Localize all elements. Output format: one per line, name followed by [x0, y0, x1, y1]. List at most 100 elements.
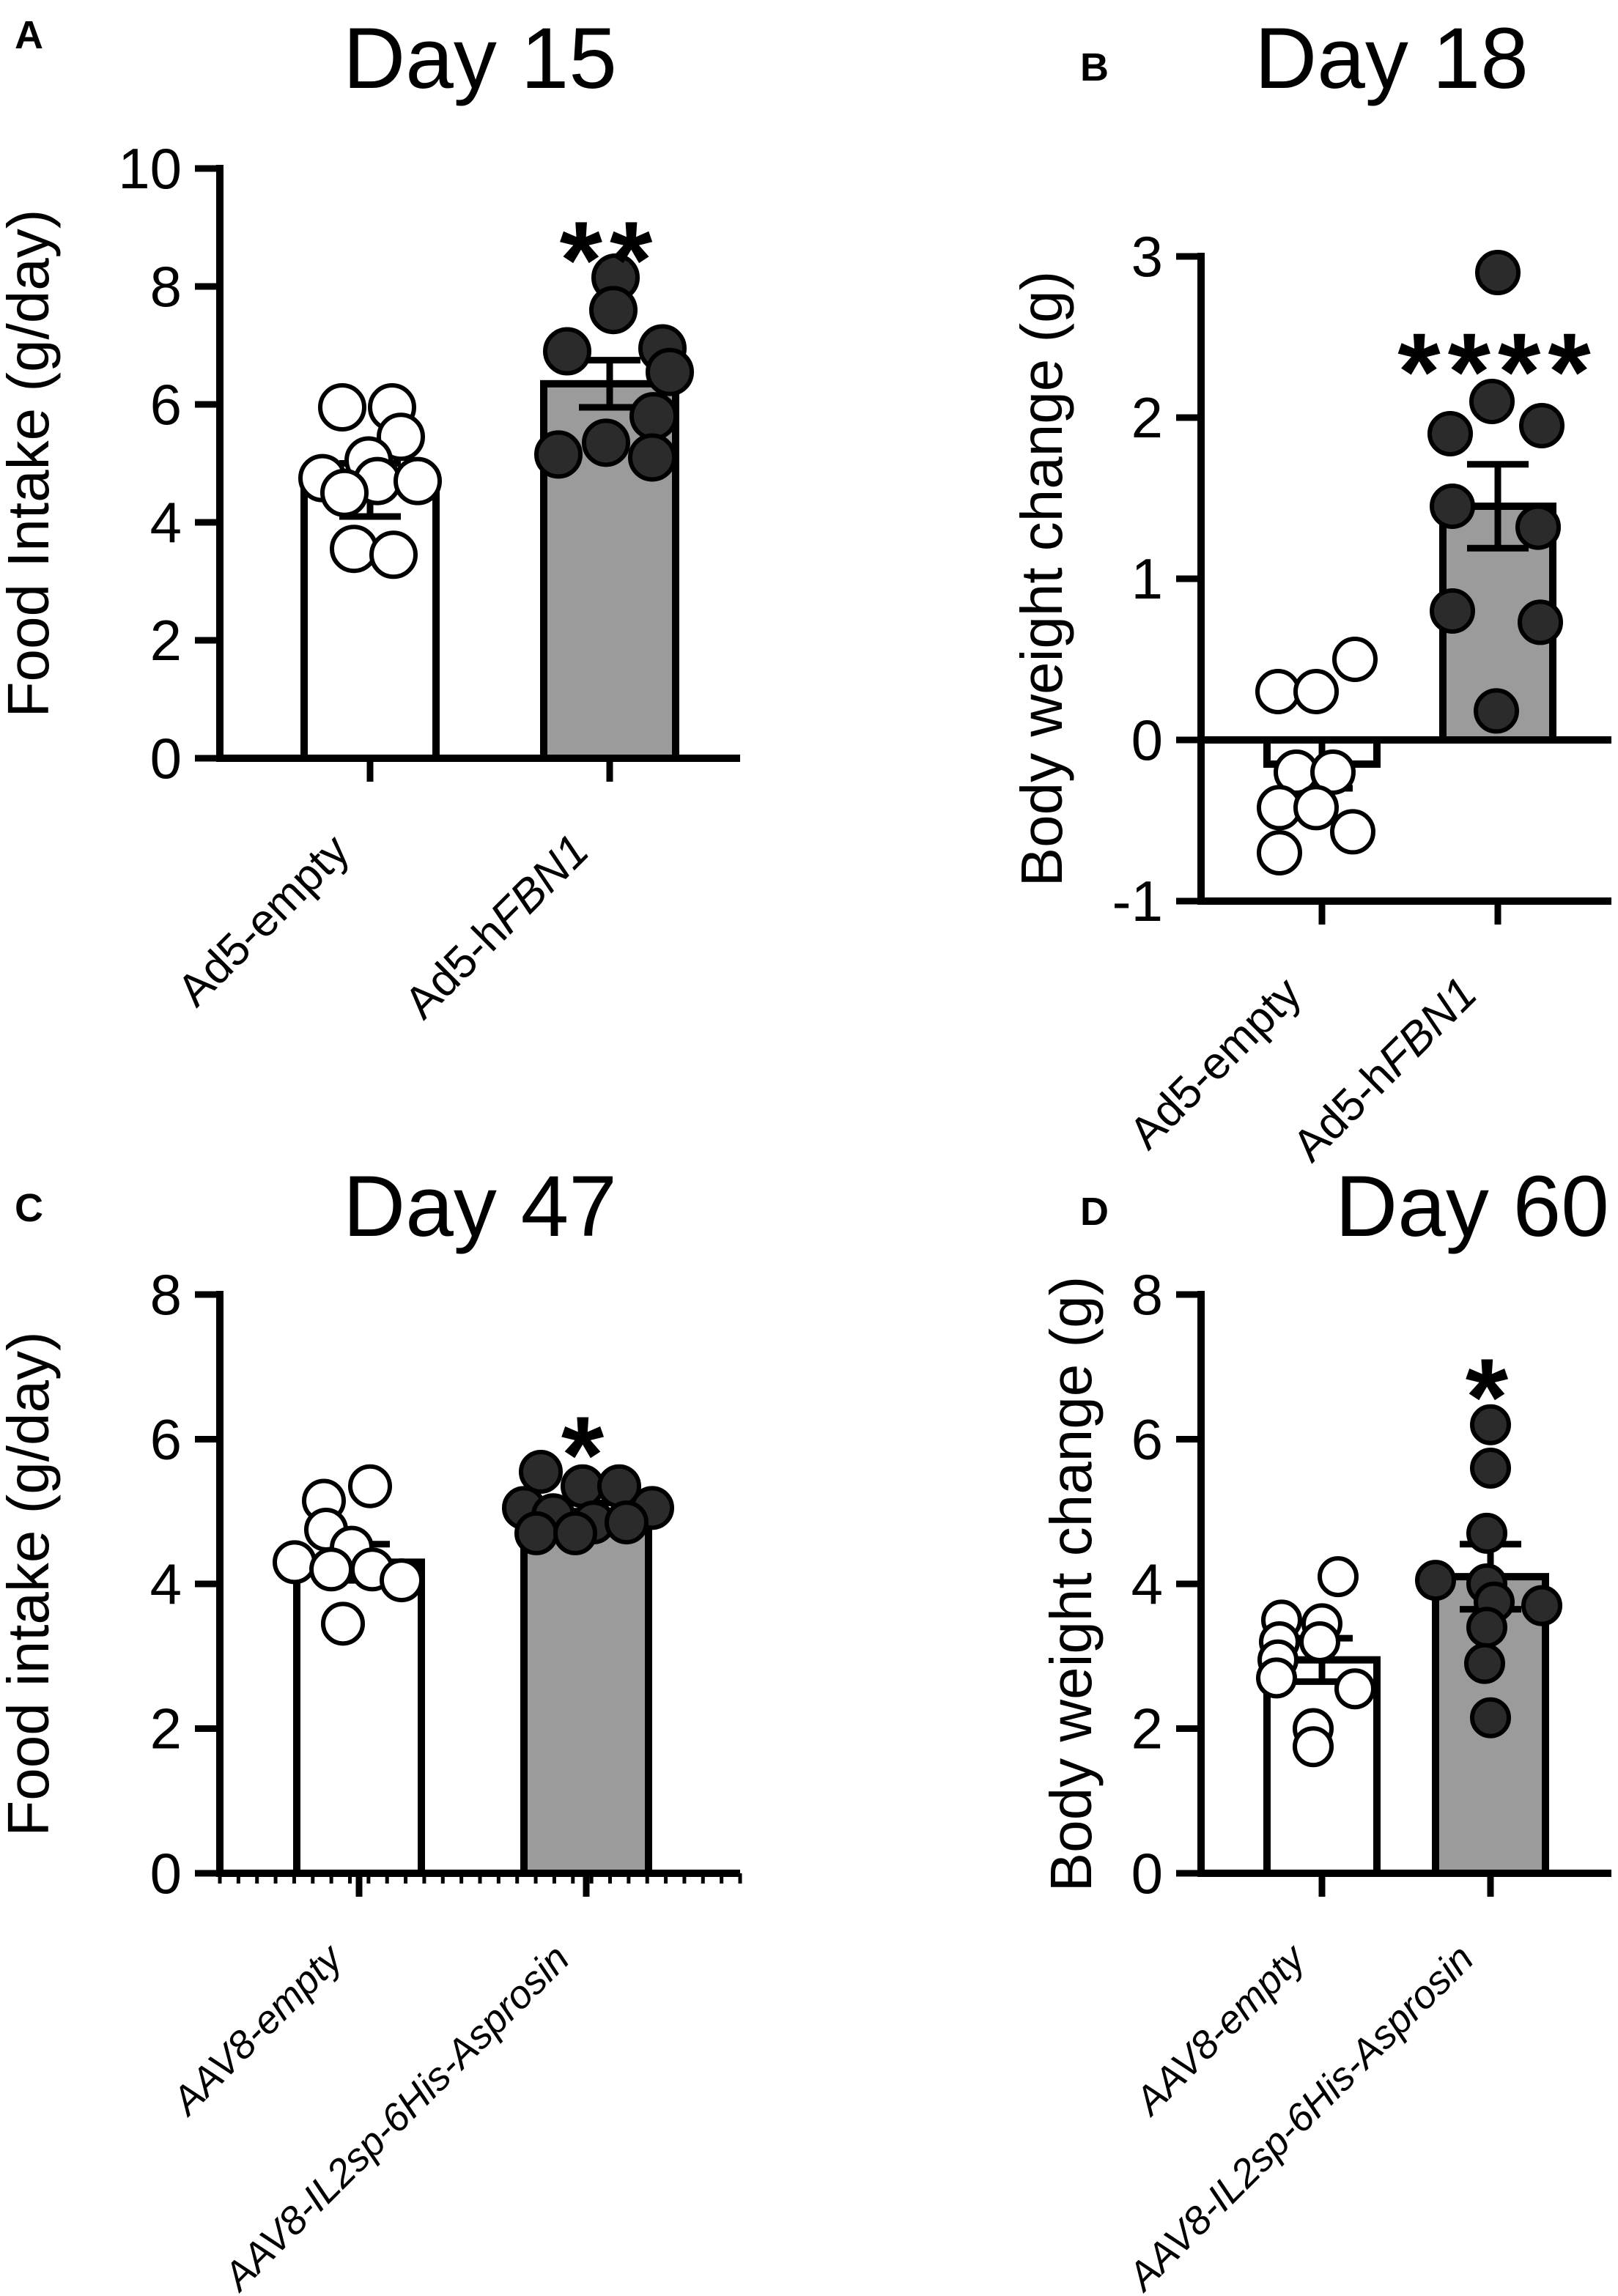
y-tick-label: 8 [150, 1262, 182, 1327]
data-point [543, 327, 591, 376]
panel-d: D Day 60 0 2 4 6 8 Body weight change (g) AAV8-e… [1038, 1158, 1611, 2296]
data-point [1427, 411, 1473, 456]
panel-letter: C [15, 1186, 43, 1230]
panel-c: C Day 47 0 2 4 6 8 Food intake (g/day) AAV8-empt… [0, 1158, 742, 2296]
y-tick-label: 0 [150, 1841, 182, 1906]
data-point [1430, 484, 1475, 529]
y-tick-label: 0 [150, 726, 182, 790]
bar-aav8-il2sp-6his-asprosin [520, 1508, 652, 1877]
data-point [1415, 1560, 1456, 1601]
data-point [1519, 403, 1565, 448]
data-point [1470, 1404, 1511, 1445]
y-tick-label: 6 [150, 1407, 182, 1472]
panel-title: Day 60 [1335, 1158, 1609, 1255]
panel-title: Day 15 [343, 10, 617, 107]
data-point [1474, 688, 1519, 734]
data-point [380, 1558, 424, 1603]
y-axis-label: Food Intake (g/day) [0, 210, 61, 718]
y-tick-label: 2 [150, 608, 182, 673]
y-axis-label: Food intake (g/day) [0, 1331, 61, 1836]
data-point [273, 1540, 317, 1585]
data-point [318, 383, 366, 432]
y-tick-label: 4 [150, 1552, 182, 1616]
panel-letter: A [15, 13, 43, 57]
data-point [628, 433, 676, 482]
data-point [1318, 1556, 1359, 1598]
panel-letter: B [1080, 45, 1109, 89]
y-tick-label: 4 [150, 490, 182, 555]
x-category-label: AAV8-empty [163, 1935, 352, 2125]
data-point [1299, 1621, 1340, 1662]
data-point [320, 468, 369, 517]
significance-stars: * [1466, 1336, 1515, 1459]
data-point [330, 525, 378, 574]
data-point [1464, 1643, 1505, 1684]
y-tick-label: 0 [1131, 708, 1163, 772]
x-category-label: AAV8-IL2sp-6His-Asprosin [1118, 1936, 1482, 2296]
data-point [1332, 637, 1378, 682]
x-category-label: Ad5-empty [168, 825, 359, 1016]
data-point [1256, 1657, 1297, 1699]
y-tick-label: 3 [1131, 224, 1163, 289]
data-point [1466, 1607, 1507, 1648]
data-point [1470, 1448, 1511, 1489]
panel-letter: D [1080, 1190, 1109, 1234]
y-tick-label: 2 [150, 1697, 182, 1761]
data-point [553, 1511, 597, 1555]
data-point [629, 392, 678, 441]
y-tick-label: 8 [150, 254, 182, 319]
panel-title: Day 18 [1255, 10, 1529, 107]
data-point [1257, 830, 1302, 875]
data-point [1255, 669, 1301, 714]
y-tick-label: 0 [1131, 1841, 1163, 1906]
data-point [369, 530, 418, 579]
data-point [1293, 1726, 1334, 1768]
y-axis-label: Body weight change (g) [1038, 1276, 1104, 1892]
significance-stars: ** [560, 199, 660, 322]
data-point [1430, 588, 1475, 634]
x-category-label: Ad5-hFBN1 [1283, 968, 1487, 1171]
data-point [1330, 809, 1375, 855]
y-tick-label: 1 [1131, 547, 1163, 611]
data-point [1470, 1697, 1511, 1738]
panel-a: A Day 15 0 2 4 6 8 10 Food Intake (g/day) Ad5-emp… [0, 10, 740, 1029]
panel-title: Day 47 [343, 1158, 617, 1255]
y-tick-label: 2 [1131, 385, 1163, 450]
data-point [519, 1449, 563, 1494]
data-point [605, 1500, 649, 1545]
y-tick-label: 6 [1131, 1407, 1163, 1472]
y-tick-label: 10 [118, 136, 182, 201]
data-point [1293, 785, 1339, 831]
panel-b: B Day 18 -1 0 1 2 3 Body weight change (g) Ad5-e… [1009, 10, 1611, 1171]
data-point [348, 1464, 392, 1508]
significance-stars: **** [1397, 310, 1598, 433]
y-tick-label: 8 [1131, 1262, 1163, 1327]
data-point [1293, 669, 1339, 714]
data-point [1515, 504, 1561, 550]
data-point [1334, 1668, 1375, 1710]
y-tick-label: -1 [1112, 869, 1163, 933]
data-point [321, 1601, 365, 1646]
data-point [394, 456, 442, 506]
data-point [514, 1511, 558, 1555]
x-category-label: Ad5-empty [1120, 968, 1311, 1159]
x-category-label: Ad5-hFBN1 [395, 825, 599, 1029]
data-point [1475, 250, 1521, 295]
data-point [1469, 379, 1515, 424]
data-point [1466, 1512, 1507, 1554]
data-point [1518, 599, 1563, 645]
y-axis-label: Body weight change (g) [1009, 271, 1074, 887]
data-point [646, 347, 694, 396]
data-point [534, 430, 583, 479]
significance-stars: * [561, 1393, 611, 1517]
x-category-label: AAV8-empty [1126, 1935, 1315, 2125]
data-point [582, 418, 630, 467]
y-tick-label: 2 [1131, 1697, 1163, 1761]
data-point [1521, 1585, 1562, 1626]
bar-ad5-empty [300, 486, 440, 762]
y-tick-label: 6 [150, 372, 182, 437]
data-point [309, 1547, 353, 1592]
data-point [377, 412, 425, 462]
